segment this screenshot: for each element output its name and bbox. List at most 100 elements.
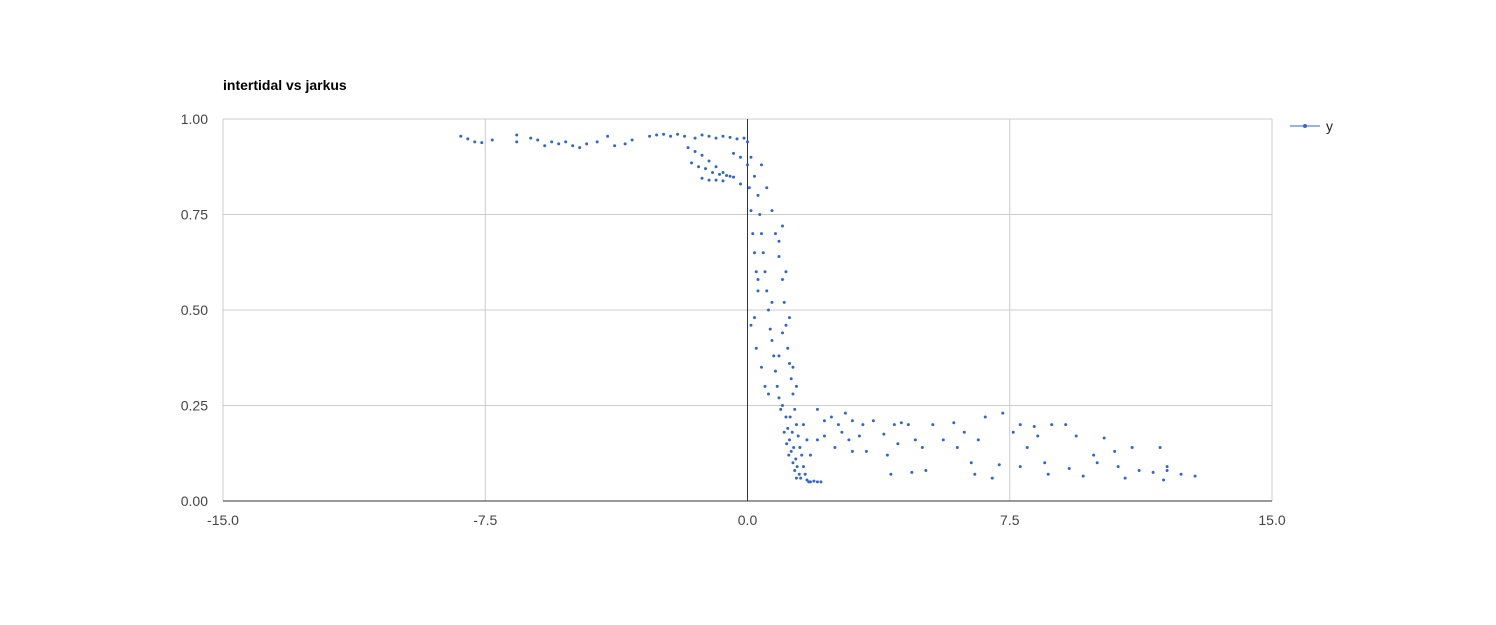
data-point [815, 438, 819, 442]
data-point [759, 232, 763, 236]
data-point [1123, 476, 1127, 480]
data-point [955, 446, 959, 450]
data-point [1130, 446, 1134, 450]
data-point [543, 144, 547, 148]
data-point [896, 442, 900, 446]
y-tick-label: 0.25 [181, 398, 208, 414]
data-point [794, 457, 798, 461]
data-point [780, 224, 784, 228]
data-point [786, 426, 790, 430]
data-point [791, 392, 795, 396]
data-point [808, 480, 812, 484]
data-point [676, 132, 680, 136]
data-point [780, 277, 784, 281]
data-point [871, 419, 875, 423]
data-point [782, 300, 786, 304]
data-point [789, 377, 793, 381]
data-point [754, 346, 758, 350]
data-point [833, 446, 837, 450]
data-point [1158, 446, 1162, 450]
data-point [749, 209, 753, 213]
data-point [697, 165, 701, 169]
data-point [850, 419, 854, 423]
data-point [550, 140, 554, 144]
data-point [941, 438, 945, 442]
data-point [768, 327, 772, 331]
data-point [529, 136, 533, 140]
data-point [857, 434, 861, 438]
data-point [763, 270, 767, 274]
data-point [892, 423, 896, 427]
data-point [1064, 423, 1068, 427]
data-point [752, 174, 756, 178]
data-point [787, 438, 791, 442]
data-point [714, 165, 718, 169]
data-point [777, 354, 781, 358]
legend-marker-point [1303, 124, 1307, 128]
data-point [746, 163, 749, 167]
data-point [648, 134, 652, 138]
data-point [969, 461, 973, 465]
x-tick-label: -7.5 [473, 512, 497, 528]
data-point [752, 316, 756, 320]
data-point [1025, 446, 1029, 450]
data-point [1092, 453, 1096, 457]
data-point [773, 369, 777, 373]
data-point [973, 472, 977, 476]
data-point [728, 174, 732, 178]
data-point [789, 449, 793, 453]
data-point [885, 453, 889, 457]
data-point [850, 449, 854, 453]
data-point [700, 133, 704, 137]
data-point [976, 438, 980, 442]
data-point [784, 415, 788, 419]
data-point [787, 361, 791, 365]
data-point [728, 135, 732, 139]
data-point [770, 209, 774, 213]
data-point [1067, 467, 1071, 471]
data-point [707, 159, 711, 163]
data-point [793, 468, 797, 472]
data-point [683, 134, 687, 138]
data-point [906, 423, 910, 427]
data-point [795, 465, 799, 469]
data-point [714, 136, 718, 140]
data-point [808, 453, 812, 457]
data-point [1193, 474, 1197, 478]
data-point [746, 140, 749, 144]
data-point [801, 423, 805, 427]
data-point [792, 446, 796, 450]
data-point [690, 161, 694, 165]
data-point [791, 365, 795, 369]
data-point [777, 396, 781, 400]
data-point [803, 472, 807, 476]
x-tick-label: -15.0 [207, 512, 239, 528]
data-point [773, 232, 777, 236]
data-point [1137, 468, 1141, 472]
data-point [747, 186, 751, 190]
data-point [655, 133, 659, 137]
legend[interactable]: y [1290, 118, 1333, 134]
data-point [882, 432, 886, 436]
data-point [997, 463, 1001, 467]
data-point [759, 163, 763, 167]
data-point [1151, 470, 1155, 474]
data-point [990, 476, 994, 480]
data-point [913, 438, 917, 442]
data-point [840, 430, 844, 434]
data-point [800, 453, 804, 457]
data-point [662, 132, 666, 136]
data-point [595, 140, 599, 144]
data-point [630, 138, 634, 142]
data-point [787, 453, 791, 457]
data-point [791, 461, 795, 465]
data-point [983, 415, 987, 419]
data-point [797, 472, 801, 476]
data-point [721, 179, 725, 183]
data-point [962, 430, 966, 434]
data-point [788, 415, 792, 419]
data-point [1113, 449, 1117, 453]
data-point [623, 142, 627, 146]
data-point [686, 146, 690, 150]
